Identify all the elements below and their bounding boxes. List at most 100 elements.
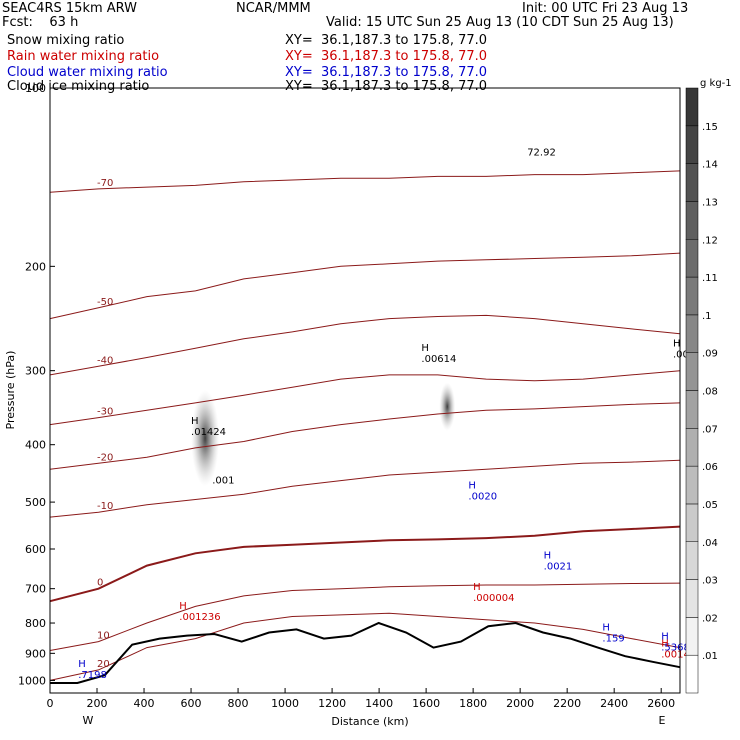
shading-layer [191, 382, 456, 487]
contour-label-20: 20 [97, 659, 110, 670]
colorbar-label: .12 [702, 235, 718, 246]
colorbar-cell [685, 352, 699, 391]
x-tick-label: 1400 [365, 697, 393, 710]
y-tick-label: 100 [25, 82, 46, 95]
colorbar-label: .08 [702, 387, 718, 398]
field-cloud-ice-xy: XY= 36.1,187.3 to 175.8, 77.0 [285, 79, 488, 94]
annotation-value: .00614 [421, 354, 456, 365]
colorbar-label: .09 [702, 349, 718, 360]
colorbar-label: .14 [702, 160, 718, 171]
y-tick-label: 900 [25, 647, 46, 660]
contour-label--50: -50 [97, 297, 113, 308]
colorbar-label: .05 [702, 500, 718, 511]
annotation-value: .01424 [191, 427, 226, 438]
colorbar-cell [685, 541, 699, 580]
contour-line-20 [49, 612, 681, 681]
terrain-layer [50, 621, 681, 684]
annotation-value: .001236 [179, 612, 220, 623]
contour-line--30 [49, 370, 681, 426]
contour-label-10: 10 [97, 631, 110, 642]
colorbar-label: .03 [702, 576, 718, 587]
valid-time: Valid: 15 UTC Sun 25 Aug 13 (10 CDT Sun … [326, 15, 674, 30]
annotation-marker: H [473, 582, 481, 593]
annotation-marker: H [179, 601, 187, 612]
plot-frame [49, 87, 681, 694]
field-rain-xy: XY= 36.1,187.3 to 175.8, 77.0 [285, 49, 488, 64]
field-snow-xy: XY= 36.1,187.3 to 175.8, 77.0 [285, 33, 488, 48]
contour-line--40 [49, 314, 681, 376]
annotation-value: .7198 [78, 670, 107, 681]
annotation-marker: H [78, 659, 86, 670]
annotation-marker: H [421, 343, 429, 354]
y-axis-label: Pressure (hPa) [4, 351, 17, 430]
annotation-value: .001 [673, 349, 695, 360]
annotation-value: .159 [602, 634, 624, 645]
contour-label--10: -10 [97, 501, 113, 512]
colorbar-cell [685, 428, 699, 467]
colorbar-label: .01 [702, 651, 718, 662]
colorbar-cell [685, 579, 699, 618]
colorbar-cell [685, 465, 699, 505]
colorbar-cell [685, 125, 699, 164]
field-cloud-water: Cloud water mixing ratio [7, 65, 168, 80]
x-tick-label: 2000 [506, 697, 534, 710]
y-tick-label: 200 [25, 260, 46, 273]
annotation-marker: H [602, 623, 610, 634]
snow-maximum-shading [191, 390, 220, 487]
y-tick-label: 1000 [18, 674, 46, 687]
contour-line-0 [49, 525, 681, 603]
header: SEAC4RS 15km ARW Fcst: 63 h NCAR/MMM Ini… [0, 0, 740, 100]
contour-line-10 [49, 582, 681, 651]
field-snow: Snow mixing ratio [7, 33, 125, 48]
annotation-value: .000004 [473, 593, 514, 604]
colorbar: .01 .02 .03 .04 .05 .06 .07 .08 .09 .1 .11 .12 .13 .1… [685, 78, 732, 694]
colorbar-label: .1 [702, 311, 712, 322]
x-tick-label: 400 [134, 697, 155, 710]
annotation-marker: H [673, 338, 681, 349]
colorbar-cell [685, 87, 699, 127]
field-cloud-water-xy: XY= 36.1,187.3 to 175.8, 77.0 [285, 65, 488, 80]
colorbar-label: .13 [702, 197, 718, 208]
contour-line--70 [49, 170, 681, 193]
west-label: W [83, 714, 94, 727]
contour-label--30: -30 [97, 407, 113, 418]
axis-ticks: 0 200 400 600 800 1000 1200 1400 1600 1800 2000 220… [18, 82, 675, 710]
forecast-hour: Fcst: 63 h [2, 15, 79, 30]
annotation-marker: H [544, 551, 552, 562]
y-tick-label: 700 [25, 583, 46, 596]
annotation-marker: H [191, 416, 199, 427]
x-tick-label: 1800 [459, 697, 487, 710]
annotation-value: .00140 [661, 650, 696, 661]
temperature-contours: -70 -50 -40 -30 -20 -10 0 10 20 [49, 170, 681, 681]
x-tick-label: 2200 [553, 697, 581, 710]
colorbar-cell [685, 617, 699, 656]
x-tick-label: 2600 [647, 697, 675, 710]
contour-label--40: -40 [97, 355, 113, 366]
contour-label--20: -20 [97, 452, 113, 463]
contour-label-0: 0 [97, 578, 103, 589]
colorbar-label: .15 [702, 122, 718, 133]
y-tick-label: 300 [25, 365, 46, 378]
annotation-value: .0020 [468, 492, 497, 503]
colorbar-label: .07 [702, 424, 718, 435]
colorbar-cell [685, 390, 699, 429]
colorbar-cell [685, 314, 699, 353]
y-tick-label: 600 [25, 543, 46, 556]
annotation-marker: H [661, 639, 669, 650]
x-tick-label: 0 [47, 697, 54, 710]
colorbar-unit: g kg-1 [700, 78, 732, 89]
colorbar-cell [685, 163, 699, 202]
field-rain: Rain water mixing ratio [7, 49, 160, 64]
annotation-value: .5368 [661, 642, 690, 653]
x-tick-label: 2400 [600, 697, 628, 710]
x-tick-label: 1200 [318, 697, 346, 710]
snow-secondary-shading [439, 382, 456, 431]
y-tick-label: 400 [25, 439, 46, 452]
contour-line--20 [49, 402, 681, 470]
colorbar-cell [685, 201, 699, 240]
annotation-value: 72.92 [527, 148, 556, 159]
y-tick-label: 500 [25, 496, 46, 509]
annotation-value: .001 [212, 475, 234, 486]
colorbar-label: .02 [702, 613, 718, 624]
x-tick-label: 200 [87, 697, 108, 710]
